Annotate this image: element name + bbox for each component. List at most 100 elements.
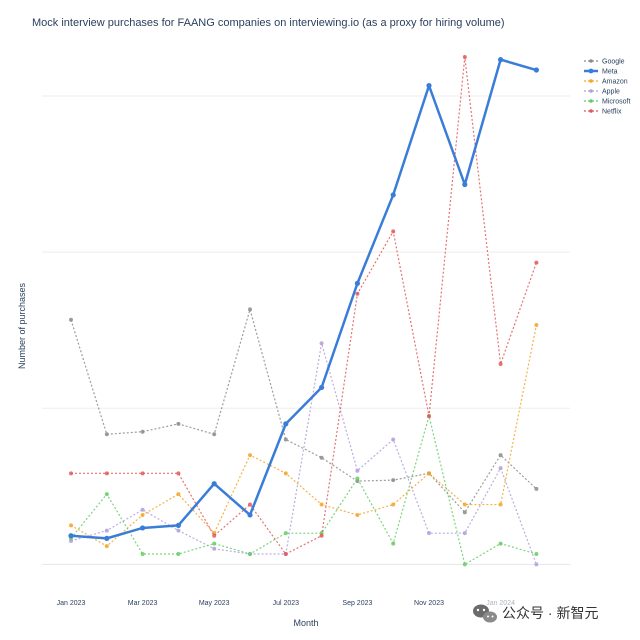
data-point-google[interactable] — [104, 432, 109, 437]
data-point-netflix[interactable] — [534, 260, 539, 265]
data-point-microsoft[interactable] — [140, 551, 145, 556]
data-point-google[interactable] — [391, 478, 396, 483]
data-point-apple[interactable] — [140, 507, 145, 512]
data-point-apple[interactable] — [427, 531, 431, 536]
data-point-google[interactable] — [140, 429, 145, 434]
data-point-meta[interactable] — [390, 192, 396, 198]
data-point-google[interactable] — [69, 317, 73, 322]
data-point-microsoft[interactable] — [534, 551, 539, 556]
data-point-microsoft[interactable] — [462, 562, 467, 567]
data-point-meta[interactable] — [426, 83, 432, 89]
data-point-amazon[interactable] — [391, 502, 396, 507]
legend-marker — [589, 99, 593, 103]
data-point-netflix[interactable] — [140, 471, 145, 476]
legend-item-meta[interactable]: Meta — [584, 69, 618, 76]
data-point-amazon[interactable] — [248, 453, 252, 458]
data-point-google[interactable] — [212, 432, 217, 437]
data-point-meta[interactable] — [283, 421, 289, 427]
data-point-meta[interactable] — [533, 67, 540, 73]
data-point-meta[interactable] — [211, 481, 217, 487]
data-point-google[interactable] — [176, 421, 181, 426]
legend-label: Apple — [602, 89, 620, 96]
legend-item-google[interactable]: Google — [584, 59, 625, 66]
data-point-microsoft[interactable] — [248, 551, 252, 556]
wechat-icon — [473, 604, 497, 623]
legend[interactable]: Google Meta Amazon Apple Microsoft Netflix — [584, 59, 630, 116]
data-point-meta[interactable] — [247, 512, 253, 518]
data-point-netflix[interactable] — [104, 471, 109, 476]
legend-item-amazon[interactable]: Amazon — [584, 79, 628, 86]
data-point-apple[interactable] — [498, 466, 503, 471]
data-point-apple[interactable] — [212, 546, 217, 551]
series-line-google — [70, 308, 537, 513]
data-point-amazon[interactable] — [283, 471, 288, 476]
data-point-google[interactable] — [462, 510, 467, 515]
legend-label: Meta — [602, 69, 618, 76]
data-point-apple[interactable] — [534, 562, 539, 567]
data-point-netflix[interactable] — [283, 551, 288, 556]
watermark-text: 公众号 · 新智元 — [502, 605, 598, 621]
data-point-apple[interactable] — [176, 528, 181, 533]
legend-marker — [589, 89, 593, 93]
data-point-netflix[interactable] — [212, 533, 217, 538]
data-point-google[interactable] — [534, 486, 539, 491]
data-point-apple[interactable] — [391, 437, 396, 442]
data-point-amazon[interactable] — [69, 523, 73, 528]
data-point-meta[interactable] — [354, 280, 360, 286]
data-point-netflix[interactable] — [462, 55, 467, 60]
data-point-microsoft[interactable] — [104, 492, 109, 497]
data-point-netflix[interactable] — [319, 533, 324, 538]
data-point-meta[interactable] — [462, 181, 468, 188]
data-point-google[interactable] — [283, 437, 288, 442]
legend-item-microsoft[interactable]: Microsoft — [584, 99, 630, 106]
data-point-amazon[interactable] — [498, 502, 503, 507]
series-lines — [68, 55, 540, 567]
x-axis-title: Month — [293, 618, 318, 628]
data-point-netflix[interactable] — [391, 229, 396, 234]
data-point-meta[interactable] — [175, 522, 181, 528]
data-point-microsoft[interactable] — [355, 476, 360, 481]
x-tick-label: Mar 2023 — [128, 600, 158, 607]
series-line-apple — [70, 342, 537, 565]
data-point-google[interactable] — [498, 453, 503, 458]
legend-item-netflix[interactable]: Netflix — [584, 109, 622, 116]
data-point-meta[interactable] — [140, 525, 146, 531]
data-point-microsoft[interactable] — [283, 531, 288, 536]
data-point-apple[interactable] — [104, 528, 109, 533]
data-point-netflix[interactable] — [355, 291, 360, 296]
data-point-amazon[interactable] — [534, 323, 539, 328]
data-point-amazon[interactable] — [104, 544, 109, 549]
data-point-netflix[interactable] — [498, 362, 503, 367]
data-point-apple[interactable] — [355, 468, 360, 473]
data-point-apple[interactable] — [462, 531, 467, 536]
x-tick-label: Jul 2023 — [273, 600, 300, 607]
series-microsoft — [69, 414, 539, 567]
data-point-amazon[interactable] — [176, 492, 181, 497]
legend-item-apple[interactable]: Apple — [584, 89, 620, 96]
data-point-netflix[interactable] — [248, 502, 252, 507]
data-point-meta[interactable] — [104, 535, 110, 541]
data-point-microsoft[interactable] — [391, 541, 396, 546]
series-netflix — [69, 55, 539, 556]
data-point-amazon[interactable] — [319, 502, 324, 507]
data-point-amazon[interactable] — [140, 512, 145, 517]
series-line-netflix — [71, 56, 537, 555]
data-point-netflix[interactable] — [69, 471, 73, 476]
data-point-amazon[interactable] — [427, 471, 431, 476]
grid-lines — [42, 95, 570, 565]
y-axis-title: Number of purchases — [17, 282, 27, 369]
data-point-netflix[interactable] — [427, 414, 431, 419]
data-point-microsoft[interactable] — [176, 551, 181, 556]
data-point-apple[interactable] — [319, 341, 324, 346]
data-point-microsoft[interactable] — [498, 541, 503, 546]
data-point-meta[interactable] — [319, 384, 325, 391]
data-point-google[interactable] — [248, 307, 252, 312]
data-point-amazon[interactable] — [355, 512, 360, 517]
data-point-meta[interactable] — [498, 57, 504, 63]
data-point-amazon[interactable] — [462, 502, 467, 507]
series-apple — [69, 341, 539, 567]
data-point-netflix[interactable] — [176, 471, 181, 476]
data-point-meta[interactable] — [68, 533, 74, 539]
data-point-microsoft[interactable] — [212, 541, 217, 546]
data-point-google[interactable] — [319, 455, 324, 460]
